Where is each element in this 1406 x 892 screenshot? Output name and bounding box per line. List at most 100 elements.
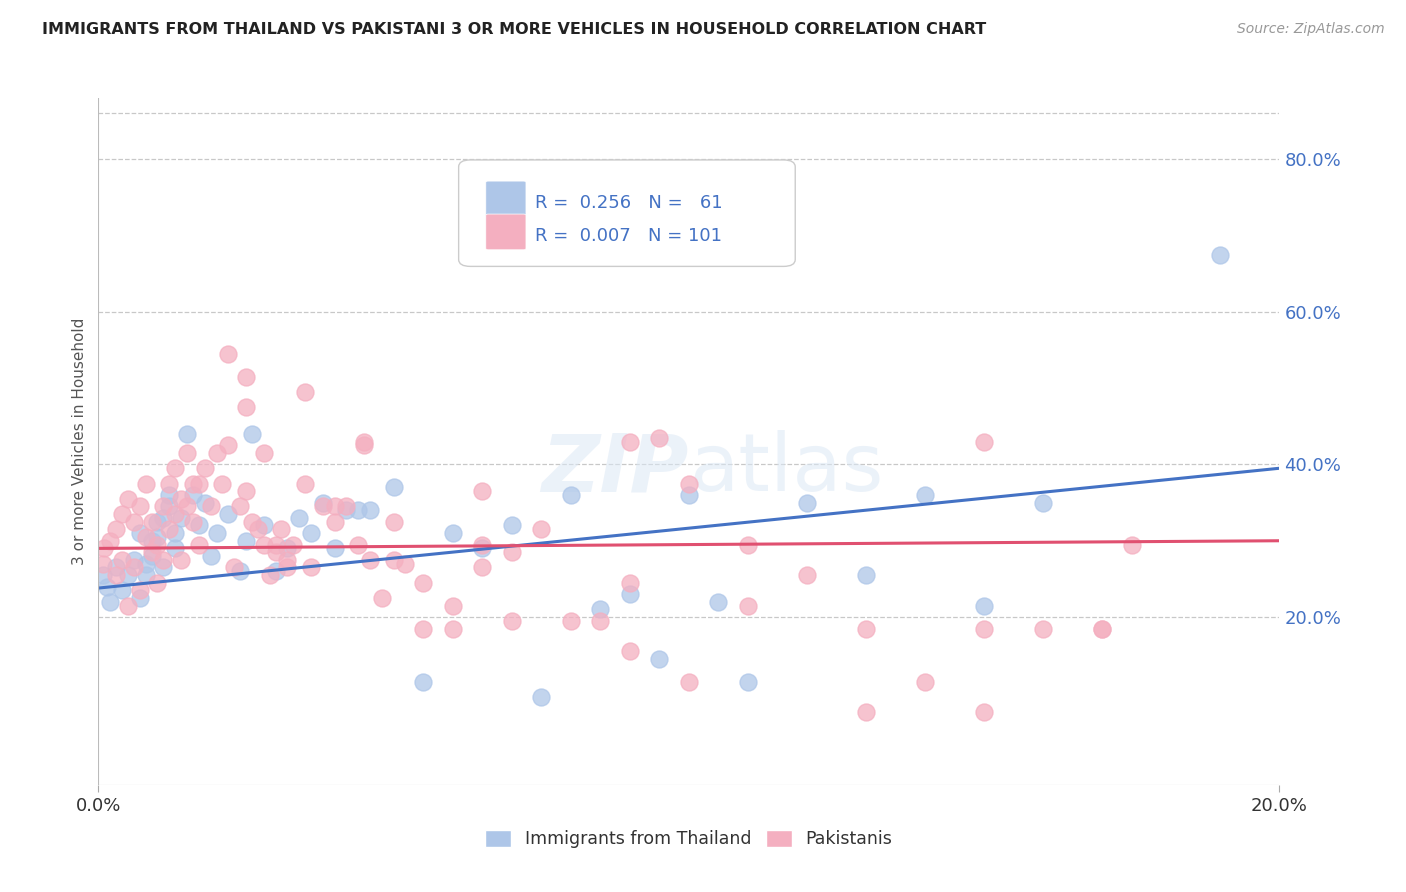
Point bbox=[382, 515, 405, 529]
Point bbox=[471, 537, 494, 551]
Text: R =  0.007   N = 101: R = 0.007 N = 101 bbox=[536, 227, 723, 245]
Point bbox=[382, 480, 405, 494]
Point bbox=[1121, 537, 1143, 551]
Point bbox=[170, 511, 193, 525]
Point bbox=[707, 595, 730, 609]
Point bbox=[973, 599, 995, 613]
Point bbox=[276, 553, 298, 567]
Point bbox=[181, 476, 204, 491]
Point bbox=[737, 599, 759, 613]
Point bbox=[589, 614, 612, 628]
Point bbox=[235, 484, 257, 499]
Point bbox=[441, 622, 464, 636]
Point bbox=[501, 518, 523, 533]
Point bbox=[914, 674, 936, 689]
Point bbox=[737, 537, 759, 551]
Point bbox=[128, 526, 150, 541]
Point bbox=[347, 503, 370, 517]
Point bbox=[335, 500, 357, 514]
Point bbox=[283, 537, 305, 551]
Point bbox=[288, 511, 311, 525]
Point bbox=[200, 549, 222, 563]
Point bbox=[146, 515, 169, 529]
Point bbox=[371, 591, 394, 605]
Point bbox=[165, 541, 187, 556]
Point bbox=[117, 568, 139, 582]
Point bbox=[122, 515, 145, 529]
Point bbox=[98, 533, 121, 548]
Point bbox=[412, 674, 434, 689]
Point bbox=[176, 446, 198, 460]
Point bbox=[619, 575, 641, 590]
Point bbox=[157, 500, 180, 514]
Point bbox=[170, 553, 193, 567]
Point bbox=[152, 511, 174, 525]
Point bbox=[152, 553, 174, 567]
Point bbox=[501, 614, 523, 628]
Point bbox=[157, 476, 180, 491]
Point bbox=[471, 541, 494, 556]
Y-axis label: 3 or more Vehicles in Household: 3 or more Vehicles in Household bbox=[72, 318, 87, 566]
Point bbox=[382, 553, 405, 567]
Point bbox=[141, 549, 163, 563]
Point bbox=[276, 560, 298, 574]
Point bbox=[264, 564, 287, 578]
Point bbox=[619, 434, 641, 449]
Point bbox=[1032, 622, 1054, 636]
Point bbox=[187, 518, 209, 533]
Point bbox=[235, 533, 257, 548]
Point bbox=[648, 652, 671, 666]
Point bbox=[796, 495, 818, 509]
Point bbox=[323, 500, 346, 514]
Point bbox=[246, 522, 269, 536]
Point bbox=[135, 530, 157, 544]
Point bbox=[205, 526, 228, 541]
Point bbox=[141, 545, 163, 559]
Point bbox=[240, 426, 263, 441]
Point bbox=[353, 434, 375, 449]
Point bbox=[471, 560, 494, 574]
Point bbox=[217, 438, 239, 452]
Point bbox=[855, 622, 877, 636]
Point bbox=[135, 568, 157, 582]
Point bbox=[152, 560, 174, 574]
Point bbox=[648, 431, 671, 445]
Point bbox=[678, 476, 700, 491]
Text: Source: ZipAtlas.com: Source: ZipAtlas.com bbox=[1237, 22, 1385, 37]
Point bbox=[312, 495, 335, 509]
Point bbox=[211, 476, 233, 491]
Point bbox=[1209, 247, 1232, 261]
Point bbox=[141, 533, 163, 548]
Point bbox=[678, 488, 700, 502]
Point bbox=[294, 384, 316, 399]
Point bbox=[323, 541, 346, 556]
Point bbox=[224, 560, 246, 574]
Point bbox=[91, 568, 114, 582]
Point bbox=[471, 484, 494, 499]
Point bbox=[264, 545, 287, 559]
Point bbox=[181, 515, 204, 529]
Point bbox=[146, 530, 169, 544]
Point bbox=[111, 507, 134, 521]
Point bbox=[264, 537, 287, 551]
Point bbox=[187, 537, 209, 551]
Point bbox=[441, 599, 464, 613]
Point bbox=[200, 500, 222, 514]
Point bbox=[347, 537, 370, 551]
Point bbox=[335, 503, 357, 517]
Point bbox=[855, 706, 877, 720]
Point bbox=[98, 595, 121, 609]
Point bbox=[359, 503, 381, 517]
Point bbox=[117, 599, 139, 613]
Point bbox=[176, 426, 198, 441]
Point bbox=[96, 580, 118, 594]
Point bbox=[855, 568, 877, 582]
Point bbox=[530, 690, 553, 705]
Point bbox=[359, 553, 381, 567]
Text: atlas: atlas bbox=[689, 430, 883, 508]
Point bbox=[128, 583, 150, 598]
Point bbox=[235, 369, 257, 384]
Point bbox=[560, 488, 582, 502]
Point bbox=[619, 587, 641, 601]
Point bbox=[253, 537, 276, 551]
